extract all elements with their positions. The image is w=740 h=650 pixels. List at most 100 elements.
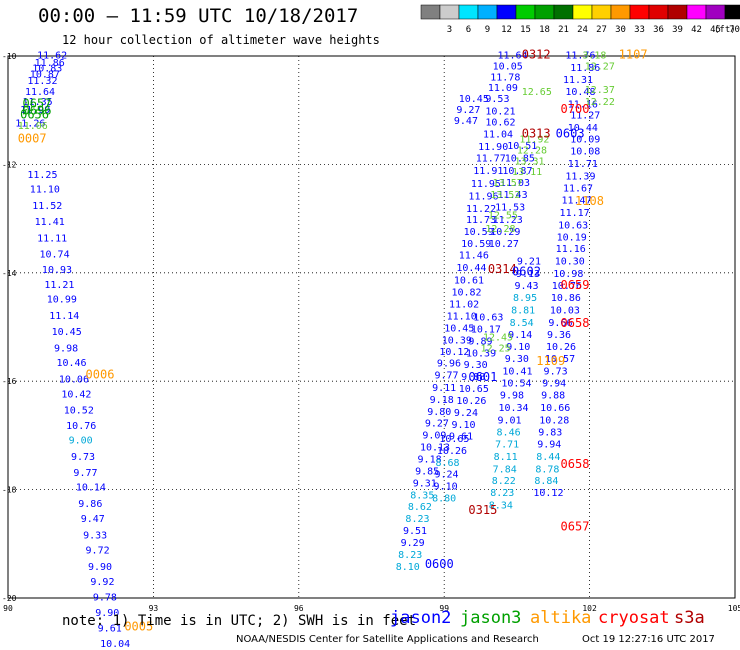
pass-time-label: 0658 [561, 316, 590, 330]
wave-height-label: 11.86 [35, 58, 65, 69]
colorbar-tick-label: 27 [596, 25, 607, 35]
y-tick-label: -16 [2, 377, 17, 386]
x-tick-label: 90 [3, 604, 13, 613]
colorbar-tick-label: 21 [558, 25, 569, 35]
plot-frame [7, 55, 736, 599]
wave-height-label: 8.81 [511, 305, 535, 316]
wave-height-label: 10.13 [420, 443, 450, 454]
wave-height-label: 11.96 [468, 192, 498, 203]
wave-height-label: 11.32 [27, 76, 57, 87]
wave-height-label: 9.10 [434, 482, 458, 493]
wave-height-label: 9.47 [454, 116, 478, 127]
pass-time-label: 1107 [619, 48, 648, 62]
pass-time-label: 0601 [468, 370, 497, 384]
wave-height-label: 11.95 [471, 179, 501, 190]
wave-height-label: 10.76 [66, 421, 96, 432]
wave-height-label: 10.52 [64, 406, 94, 417]
wave-height-label: 8.80 [432, 494, 456, 505]
wave-height-label: 9.01 [498, 415, 522, 426]
units-note: note: 1) Time is in UTC; 2) SWH is in fe… [62, 613, 417, 629]
pass-time-label: 0657 [23, 96, 52, 110]
wave-height-label: 9.18 [430, 395, 454, 406]
wave-height-label: 12.65 [522, 87, 552, 98]
wave-height-label: 9.24 [454, 408, 478, 419]
wave-height-label: 8.46 [497, 427, 521, 438]
wave-height-label: 10.26 [546, 342, 576, 353]
wave-height-label: 9.29 [401, 538, 425, 549]
wave-height-label: 11.52 [32, 201, 62, 212]
wave-height-label: 9.96 [437, 359, 461, 370]
footer-credit: NOAA/NESDIS Center for Satellite Applica… [236, 634, 539, 645]
pass-time-label: 0007 [18, 132, 47, 146]
wave-height-label: 8.68 [435, 458, 459, 469]
wave-height-label: 9.61 [449, 432, 473, 443]
pass-time-label: 0658 [561, 457, 590, 471]
wave-height-label: 10.45 [459, 94, 489, 105]
wave-height-label: 8.78 [535, 464, 559, 475]
pass-time-label: 0005 [124, 620, 153, 634]
wave-height-label: 10.59 [464, 227, 494, 238]
wave-height-label: 9.31 [413, 478, 437, 489]
wave-height-label: 10.17 [471, 324, 501, 335]
pass-time-label: 0313 [522, 126, 551, 140]
wave-height-label: 10.12 [439, 347, 469, 358]
wave-height-label: 10.82 [451, 288, 481, 299]
colorbar-tick-label: 24 [577, 25, 588, 35]
wave-height-label: 11.10 [30, 185, 60, 196]
y-tick-label: -10 [2, 52, 17, 61]
x-tick-label: 102 [582, 604, 597, 613]
wave-height-label: 10.48 [565, 87, 595, 98]
wave-height-label: 11.41 [35, 217, 65, 228]
wave-height-label: 11.35 [23, 97, 53, 108]
wave-height-label: 11.02 [449, 299, 479, 310]
wave-height-label: 10.30 [555, 257, 585, 268]
pass-time-label: 0602 [512, 265, 541, 279]
wave-height-label: 8.22 [492, 476, 516, 487]
wave-height-label: 9.90 [95, 608, 119, 619]
wave-height-label: 9.13 [516, 269, 540, 280]
pass-time-label: 1108 [575, 194, 604, 208]
wave-height-label: 9.86 [78, 499, 102, 510]
colorbar-swatch [724, 4, 740, 20]
wave-height-label: 9.10 [451, 420, 475, 431]
wave-height-label: 9.36 [547, 330, 571, 341]
x-tick-label: 96 [294, 604, 304, 613]
wave-height-label: 10.61 [454, 276, 484, 287]
wave-height-label: 9.92 [90, 577, 114, 588]
wave-height-label: 11.10 [447, 311, 477, 322]
wave-height-label: 10.45 [444, 323, 474, 334]
wave-height-label: 10.26 [456, 396, 486, 407]
wave-height-label: 10.42 [61, 389, 91, 400]
colorbar-tick-label: 6 [466, 25, 471, 35]
page-subtitle: 12 hour collection of altimeter wave hei… [62, 33, 380, 47]
pass-time-label: 0700 [561, 102, 590, 116]
mission-label-cryosat: cryosat [598, 608, 670, 628]
wave-height-label: 7.84 [493, 464, 517, 475]
wave-height-label: 8.11 [494, 452, 518, 463]
wave-height-label: 11.03 [500, 178, 530, 189]
wave-height-label: 8.84 [534, 476, 558, 487]
colorbar-tick-label: 30 [615, 25, 626, 35]
wave-height-label: 8.44 [536, 452, 560, 463]
pass-time-label: 0657 [561, 519, 590, 533]
wave-height-label: 9.98 [500, 391, 524, 402]
colorbar-tick-label: 18 [539, 25, 550, 35]
wave-height-label: 11.14 [49, 311, 79, 322]
wave-height-label: 11.31 [563, 75, 593, 86]
wave-height-label: 11.92 [519, 135, 549, 146]
wave-height-label: 10.93 [42, 265, 72, 276]
wave-height-label: 11.21 [44, 280, 74, 291]
wave-height-label: 11.64 [25, 87, 55, 98]
wave-height-label: 13.57 [493, 178, 523, 189]
wave-height-label: 9.21 [517, 257, 541, 268]
wave-height-label: 11.23 [493, 215, 523, 226]
wave-height-label: 9.77 [73, 468, 97, 479]
y-tick-label: -18 [2, 486, 17, 495]
wave-height-label: 9.51 [403, 526, 427, 537]
wave-height-label: 9.66 [548, 318, 572, 329]
wave-height-label: 9.27 [456, 105, 480, 116]
footer-timestamp: Oct 19 12:27:16 UTC 2017 [582, 634, 715, 645]
wave-height-label: 10.14 [76, 483, 106, 494]
colorbar-tick-label: 70 [729, 25, 740, 35]
wave-height-label: 10.98 [553, 269, 583, 280]
